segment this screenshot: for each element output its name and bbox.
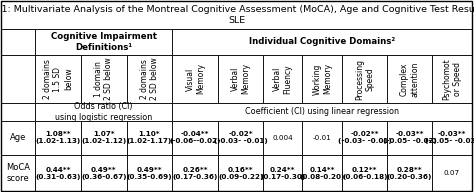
Bar <box>302 155 342 191</box>
Bar <box>263 121 302 155</box>
Bar <box>387 121 432 155</box>
Bar <box>342 155 387 191</box>
Text: 1.07*
(1.02-1.12): 1.07* (1.02-1.12) <box>81 132 127 145</box>
Text: 1.10*
(1.02-1.17): 1.10* (1.02-1.17) <box>127 132 172 145</box>
Bar <box>173 29 472 55</box>
Text: 0.44**
(0.31-0.63): 0.44** (0.31-0.63) <box>35 166 81 180</box>
Text: -0.03**
(-0.05- -0.02): -0.03** (-0.05- -0.02) <box>383 132 437 145</box>
Text: Cognitive Impairment
Definitions¹: Cognitive Impairment Definitions¹ <box>51 32 157 52</box>
Text: Processing
Speed: Processing Speed <box>355 59 374 99</box>
Bar <box>218 155 263 191</box>
Bar <box>387 55 432 103</box>
Bar <box>218 55 263 103</box>
Bar <box>342 121 387 155</box>
Text: Visual
Memory: Visual Memory <box>186 64 205 94</box>
Bar <box>387 155 432 191</box>
Bar <box>432 155 472 191</box>
Text: Age: Age <box>10 133 26 142</box>
Bar <box>218 121 263 155</box>
Bar <box>1 121 35 155</box>
Text: Psychomot
or Speed: Psychomot or Speed <box>442 58 462 100</box>
Bar <box>302 121 342 155</box>
Text: Verbal
Memory: Verbal Memory <box>231 64 250 94</box>
Bar <box>302 55 342 103</box>
Text: Working
Memory: Working Memory <box>312 63 332 95</box>
Bar <box>127 55 173 103</box>
Bar <box>127 155 173 191</box>
Text: MoCA
score: MoCA score <box>6 163 30 183</box>
Text: 0.16**
(0.09-0.22): 0.16** (0.09-0.22) <box>218 166 263 180</box>
Text: 0.49**
(0.36-0.67): 0.49** (0.36-0.67) <box>81 166 127 180</box>
Bar <box>35 55 81 103</box>
Text: Odds ratio (CI)
using logistic regression: Odds ratio (CI) using logistic regressio… <box>55 102 152 122</box>
Bar <box>173 103 472 121</box>
Text: Verbal
Fluency: Verbal Fluency <box>273 64 292 94</box>
Text: Individual Cognitive Domains²: Individual Cognitive Domains² <box>249 37 395 46</box>
Text: -0.02*
(-0.03- -0.01): -0.02* (-0.03- -0.01) <box>214 132 267 145</box>
Text: 0.14**
(0.08-0.20): 0.14** (0.08-0.20) <box>300 166 345 180</box>
Bar <box>81 121 127 155</box>
Bar <box>263 55 302 103</box>
Bar <box>173 155 218 191</box>
Bar <box>173 121 218 155</box>
Bar <box>1 55 35 103</box>
Bar <box>1 1 472 29</box>
Text: 0.26**
(0.17-0.36): 0.26** (0.17-0.36) <box>173 166 218 180</box>
Bar <box>81 55 127 103</box>
Text: -0.03**
(-0.05- -0.02): -0.03** (-0.05- -0.02) <box>425 132 474 145</box>
Text: 0.24**
(0.17-0.30): 0.24** (0.17-0.30) <box>260 166 305 180</box>
Text: 0.004: 0.004 <box>272 135 293 141</box>
Bar <box>35 103 173 121</box>
Bar <box>127 121 173 155</box>
Bar <box>432 121 472 155</box>
Text: 0.49**
(0.35-0.69): 0.49** (0.35-0.69) <box>127 166 173 180</box>
Bar <box>263 155 302 191</box>
Text: 0.07: 0.07 <box>444 170 460 176</box>
Bar <box>432 55 472 103</box>
Text: 2 domains
2 SD below: 2 domains 2 SD below <box>140 58 159 100</box>
Text: Table 1: Multivariate Analysis of the Montreal Cognitive Assessment (MoCA), Age : Table 1: Multivariate Analysis of the Mo… <box>0 5 474 25</box>
Text: 2 domains
1.5 SD
below: 2 domains 1.5 SD below <box>43 59 73 99</box>
Bar <box>81 155 127 191</box>
Text: -0.02**
(-0.03- -0.01): -0.02** (-0.03- -0.01) <box>338 132 392 145</box>
Bar <box>35 155 81 191</box>
Bar <box>1 29 35 55</box>
Text: 1.08**
(1.02-1.13): 1.08** (1.02-1.13) <box>35 132 81 145</box>
Bar <box>173 55 218 103</box>
Bar <box>35 121 81 155</box>
Text: -0.01: -0.01 <box>313 135 332 141</box>
Bar <box>1 103 35 121</box>
Text: 1 domain
2 SD below: 1 domain 2 SD below <box>94 58 113 100</box>
Text: 0.12**
(0.06-0.18): 0.12** (0.06-0.18) <box>342 166 387 180</box>
Text: -0.04**
(-0.06--0.02): -0.04** (-0.06--0.02) <box>170 132 221 145</box>
Text: Coefficient (CI) using linear regression: Coefficient (CI) using linear regression <box>245 108 399 117</box>
Bar <box>342 55 387 103</box>
Text: 0.28**
(0.20-0.36): 0.28** (0.20-0.36) <box>387 166 432 180</box>
Bar <box>35 29 173 55</box>
Text: Complex
attention: Complex attention <box>400 61 419 97</box>
Bar <box>1 155 35 191</box>
